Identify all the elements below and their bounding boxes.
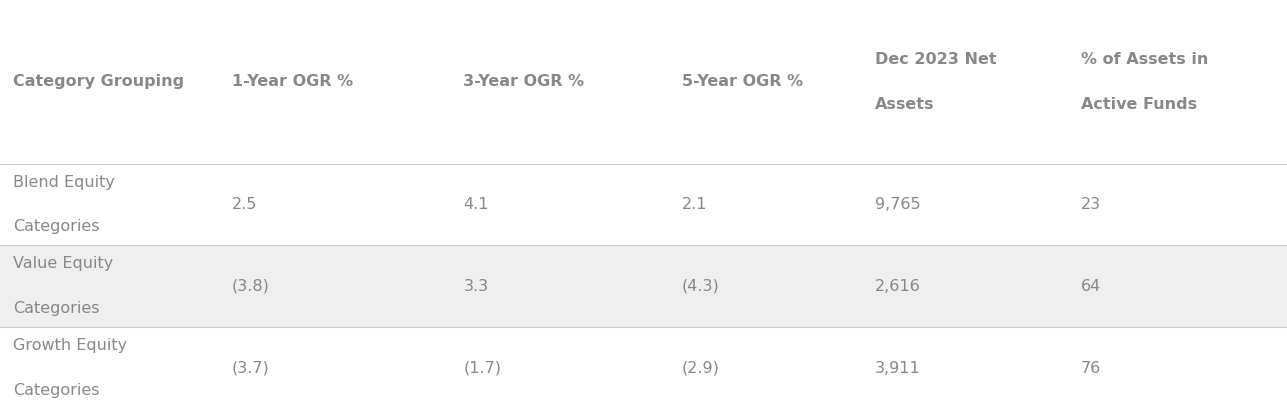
Text: Blend Equity: Blend Equity <box>13 175 115 189</box>
Text: 1-Year OGR %: 1-Year OGR % <box>232 74 353 89</box>
Text: 23: 23 <box>1081 197 1102 212</box>
Text: 3,911: 3,911 <box>875 361 921 375</box>
Text: 2.1: 2.1 <box>682 197 708 212</box>
Text: (4.3): (4.3) <box>682 279 719 294</box>
Text: Categories: Categories <box>13 220 99 234</box>
Text: Active Funds: Active Funds <box>1081 97 1197 112</box>
Text: Growth Equity: Growth Equity <box>13 338 127 353</box>
Text: 9,765: 9,765 <box>875 197 920 212</box>
Text: Assets: Assets <box>875 97 934 112</box>
Text: (2.9): (2.9) <box>682 361 719 375</box>
Text: 3-Year OGR %: 3-Year OGR % <box>463 74 584 89</box>
Text: 4.1: 4.1 <box>463 197 489 212</box>
Text: 2,616: 2,616 <box>875 279 921 294</box>
Text: 76: 76 <box>1081 361 1102 375</box>
Bar <box>0 327 1287 409</box>
Text: (3.7): (3.7) <box>232 361 269 375</box>
Bar <box>0 245 1287 327</box>
Text: 5-Year OGR %: 5-Year OGR % <box>682 74 803 89</box>
Text: 3.3: 3.3 <box>463 279 489 294</box>
Bar <box>0 164 1287 245</box>
Text: % of Assets in: % of Assets in <box>1081 52 1208 67</box>
Text: (1.7): (1.7) <box>463 361 502 375</box>
Text: Value Equity: Value Equity <box>13 256 113 271</box>
Text: Categories: Categories <box>13 301 99 316</box>
Text: 64: 64 <box>1081 279 1102 294</box>
Text: Category Grouping: Category Grouping <box>13 74 184 89</box>
Text: 2.5: 2.5 <box>232 197 257 212</box>
Text: Categories: Categories <box>13 383 99 398</box>
Text: Dec 2023 Net: Dec 2023 Net <box>875 52 997 67</box>
Text: (3.8): (3.8) <box>232 279 269 294</box>
